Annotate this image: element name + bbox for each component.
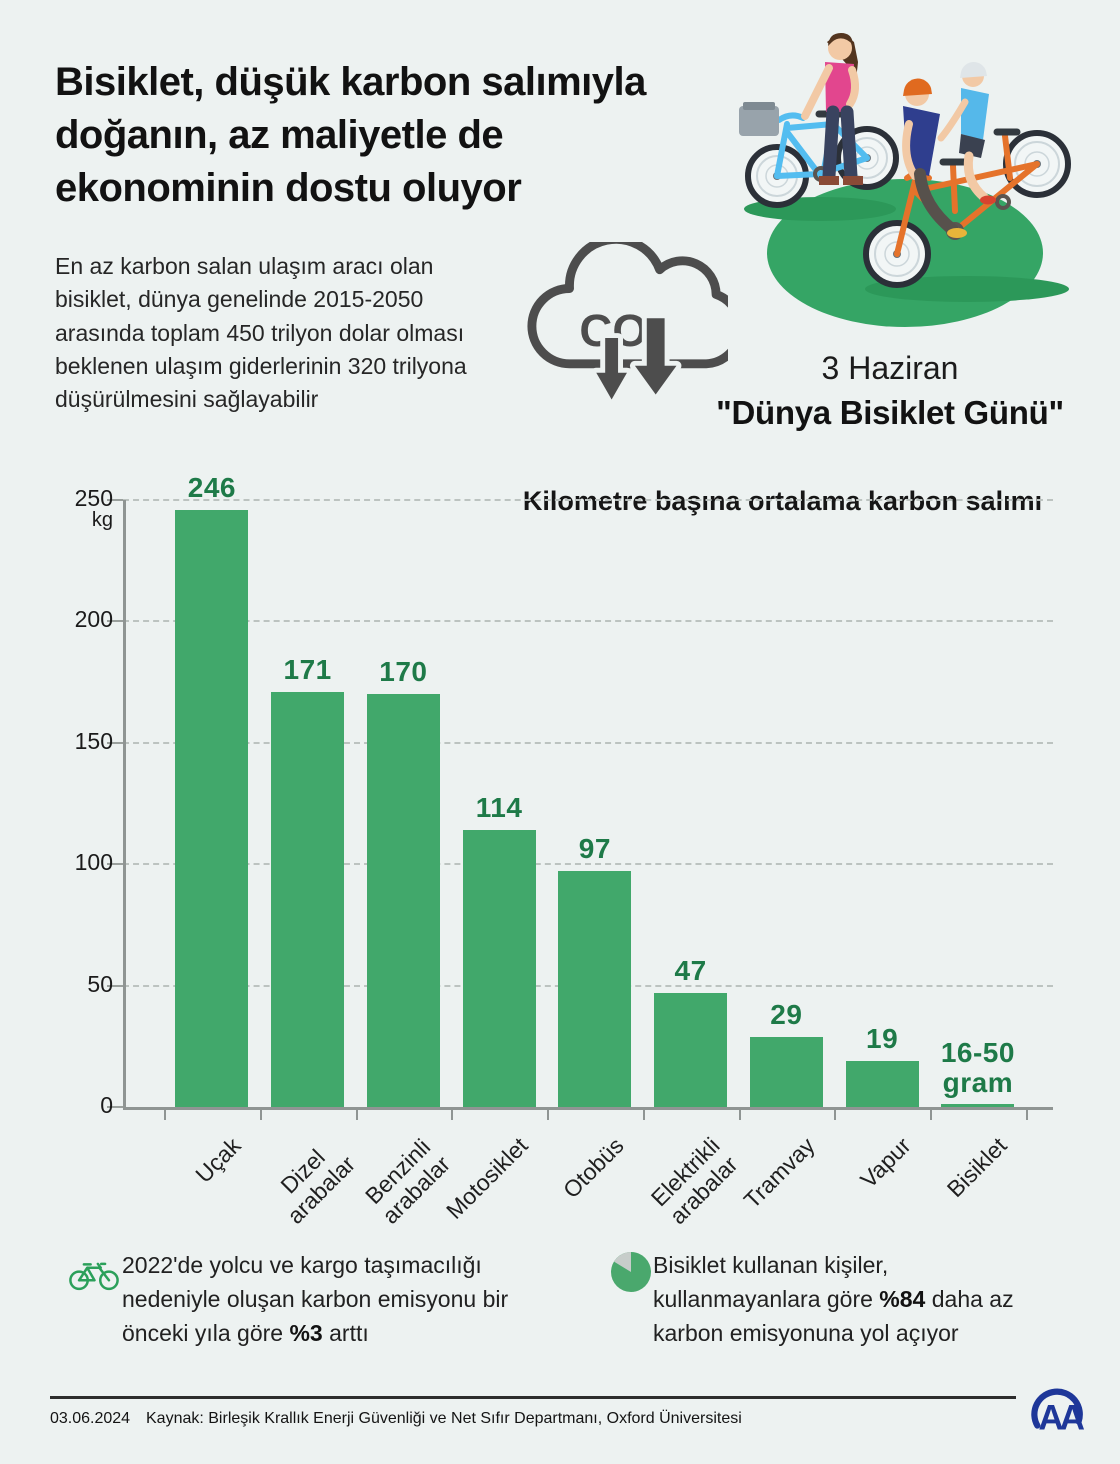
note-1-highlight: %3: [289, 1320, 323, 1346]
chart-bar: [654, 992, 728, 1107]
footer-date: 03.06.2024: [50, 1410, 131, 1427]
cyclists-illustration: [739, 33, 1071, 327]
x-axis-category-label: Dizel arabalar: [275, 1144, 360, 1229]
x-axis-tick: [642, 1107, 645, 1120]
footer-source: Kaynak: Birleşik Krallık Enerji Güvenliğ…: [146, 1410, 742, 1427]
chart-bar: [941, 1104, 1015, 1107]
x-axis-line: [123, 1107, 1053, 1110]
x-axis-tick: [451, 1107, 454, 1120]
bar-value-label: 246: [187, 471, 236, 503]
co2-cloud-icon: CO2: [527, 242, 728, 405]
y-axis-label: 250 kg: [18, 486, 113, 531]
x-axis-tick: [930, 1107, 932, 1120]
chart-bar: [175, 509, 249, 1107]
chart-bar: [845, 1060, 919, 1107]
note-emissions-growth: 2022'de yolcu ve kargo taşımacılığı nede…: [122, 1248, 542, 1350]
chart-title: Kilometre başına ortalama karbon salımı: [522, 486, 1043, 516]
bar-value-label: 16-50 gram: [940, 1037, 1015, 1099]
x-axis-tick: [547, 1107, 549, 1120]
gridline: [123, 741, 1053, 744]
x-axis-tick: [164, 1107, 166, 1120]
chart-bar: [271, 691, 345, 1107]
x-axis-category-label: Vapur: [855, 1132, 916, 1193]
x-axis-category-label: Bisiklet: [941, 1132, 1012, 1203]
y-axis-label: 150: [74, 727, 113, 754]
x-axis-tick: [1025, 1107, 1028, 1120]
bar-chart: Kilometre başına ortalama karbon salımı …: [0, 460, 1120, 1260]
y-tick: [107, 741, 123, 744]
x-axis-category-label: Uçak: [190, 1132, 246, 1188]
y-axis-label: 200: [74, 606, 113, 633]
bicycle-icon: [69, 1262, 119, 1291]
gridline: [123, 499, 1053, 501]
y-tick: [107, 620, 123, 623]
y-axis-label: 50: [87, 970, 113, 997]
note-2-highlight: %84: [879, 1286, 926, 1312]
note-1-text-end: arttı: [322, 1320, 369, 1346]
x-axis-category-label: Tramvay: [739, 1132, 821, 1214]
x-axis-tick: [738, 1107, 741, 1120]
event-name: "Dünya Bisiklet Günü": [716, 394, 1064, 431]
standing-woman: [801, 33, 863, 185]
bar-value-label: 47: [674, 954, 707, 986]
note-cyclist-savings: Bisiklet kullanan kişiler, kullanmayanla…: [653, 1248, 1045, 1350]
bar-value-label: 19: [866, 1022, 899, 1054]
tandem-bike: [863, 128, 1071, 288]
y-axis-label: 0: [100, 1092, 113, 1118]
x-axis-tick: [834, 1107, 837, 1120]
pie-chart-icon: [611, 1252, 651, 1292]
event-date: 3 Haziran: [821, 350, 959, 386]
y-axis-label: 100: [74, 849, 113, 876]
x-axis-category-label: Otobüs: [557, 1132, 629, 1204]
chart-bar: [462, 830, 536, 1107]
y-axis-unit: kg: [91, 509, 113, 532]
x-axis-tick: [259, 1107, 262, 1120]
front-rider: [902, 78, 967, 238]
y-tick: [107, 984, 123, 987]
bar-value-label: 97: [578, 833, 611, 865]
x-axis-category-label: Motosiklet: [441, 1132, 533, 1224]
note-2-text-end: daha az karbon emisyonuna yol açıyor: [653, 1286, 1014, 1346]
y-axis-line: [123, 500, 126, 1110]
y-tick: [107, 499, 123, 501]
co2-down-arrows: [591, 313, 682, 405]
x-axis-tick: [355, 1107, 358, 1120]
x-axis-category-label: Benzinli arabalar: [360, 1133, 456, 1229]
event-block: 3 Haziran "Dünya Bisiklet Günü": [688, 350, 1092, 432]
y-tick: [107, 863, 123, 866]
chart-bar: [366, 694, 440, 1107]
x-axis-category-label: Elektrikli arabalar: [645, 1132, 743, 1230]
chart-bar: [749, 1036, 823, 1107]
gridline: [123, 620, 1053, 623]
gridline: [123, 863, 1053, 866]
rear-rider: [937, 62, 996, 205]
note-2-text: Bisiklet kullanan kişiler, kullanmayanla…: [653, 1252, 889, 1312]
bar-value-label: 114: [475, 792, 523, 824]
bar-value-label: 29: [770, 998, 803, 1030]
svg-text:AA: AA: [1038, 1399, 1084, 1436]
page-title: Bisiklet, düşük karbon salımıyla doğanın…: [55, 60, 646, 211]
intro-paragraph: En az karbon salan ulaşım aracı olan bis…: [55, 253, 467, 413]
bar-value-label: 171: [283, 653, 332, 685]
chart-bar: [558, 871, 632, 1107]
y-tick: [107, 1106, 123, 1108]
bar-value-label: 170: [379, 656, 428, 688]
note-1-text: 2022'de yolcu ve kargo taşımacılığı nede…: [122, 1252, 509, 1346]
footer-divider: [50, 1396, 1016, 1399]
aa-logo: AA: [1031, 1388, 1089, 1436]
